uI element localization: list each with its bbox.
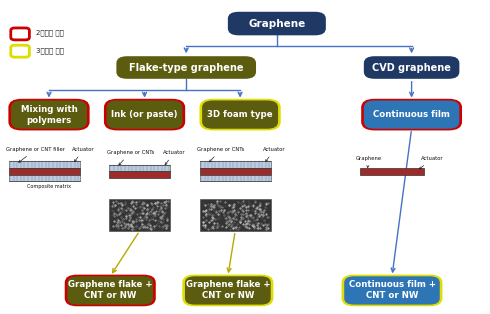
FancyBboxPatch shape: [364, 56, 460, 79]
FancyBboxPatch shape: [361, 99, 462, 130]
Bar: [200, 175, 270, 181]
Text: 3차년도 계획: 3차년도 계획: [36, 47, 64, 54]
Text: Flake-type graphene: Flake-type graphene: [129, 62, 244, 73]
Text: Continuous film: Continuous film: [373, 110, 450, 119]
Bar: [360, 168, 424, 175]
Bar: [9, 175, 79, 181]
Text: Actuator: Actuator: [72, 147, 95, 162]
Bar: [109, 165, 171, 171]
FancyBboxPatch shape: [11, 45, 29, 57]
Bar: [200, 161, 270, 168]
FancyBboxPatch shape: [106, 100, 182, 129]
Text: Composite matrix: Composite matrix: [27, 184, 71, 189]
FancyBboxPatch shape: [65, 275, 156, 306]
FancyBboxPatch shape: [344, 276, 440, 305]
Text: Actuator: Actuator: [419, 156, 444, 169]
Text: Actuator: Actuator: [163, 150, 186, 165]
Text: Graphene flake +
CNT or NW: Graphene flake + CNT or NW: [68, 280, 152, 300]
FancyBboxPatch shape: [185, 276, 270, 305]
Text: Mixing with
polymers: Mixing with polymers: [21, 105, 77, 125]
FancyBboxPatch shape: [202, 100, 278, 129]
Text: Graphene flake +
CNT or NW: Graphene flake + CNT or NW: [186, 280, 270, 300]
Text: Continuous film +
CNT or NW: Continuous film + CNT or NW: [348, 280, 436, 300]
FancyBboxPatch shape: [11, 100, 87, 129]
FancyBboxPatch shape: [104, 99, 185, 130]
Bar: [200, 168, 270, 175]
Bar: [200, 199, 270, 231]
Text: Graphene or CNTs: Graphene or CNTs: [197, 147, 245, 162]
Bar: [109, 171, 171, 178]
Text: Graphene: Graphene: [248, 19, 305, 29]
Text: Graphene or CNTs: Graphene or CNTs: [106, 150, 154, 165]
Text: 2차년도 추진: 2차년도 추진: [36, 30, 64, 36]
FancyBboxPatch shape: [8, 99, 90, 130]
FancyBboxPatch shape: [182, 275, 273, 306]
FancyBboxPatch shape: [364, 100, 460, 129]
Text: CVD graphene: CVD graphene: [372, 62, 451, 73]
Text: Graphene: Graphene: [355, 156, 381, 168]
Text: Ink (or paste): Ink (or paste): [111, 110, 178, 119]
FancyBboxPatch shape: [342, 275, 442, 306]
FancyBboxPatch shape: [11, 28, 29, 40]
FancyBboxPatch shape: [199, 99, 281, 130]
FancyBboxPatch shape: [117, 56, 256, 79]
Text: Actuator: Actuator: [264, 147, 286, 162]
Text: Graphene or CNT filler: Graphene or CNT filler: [6, 147, 65, 162]
FancyBboxPatch shape: [228, 12, 326, 35]
Bar: [9, 168, 79, 175]
Bar: [9, 161, 79, 168]
FancyBboxPatch shape: [68, 276, 153, 305]
Bar: [109, 199, 171, 231]
Text: 3D foam type: 3D foam type: [207, 110, 273, 119]
